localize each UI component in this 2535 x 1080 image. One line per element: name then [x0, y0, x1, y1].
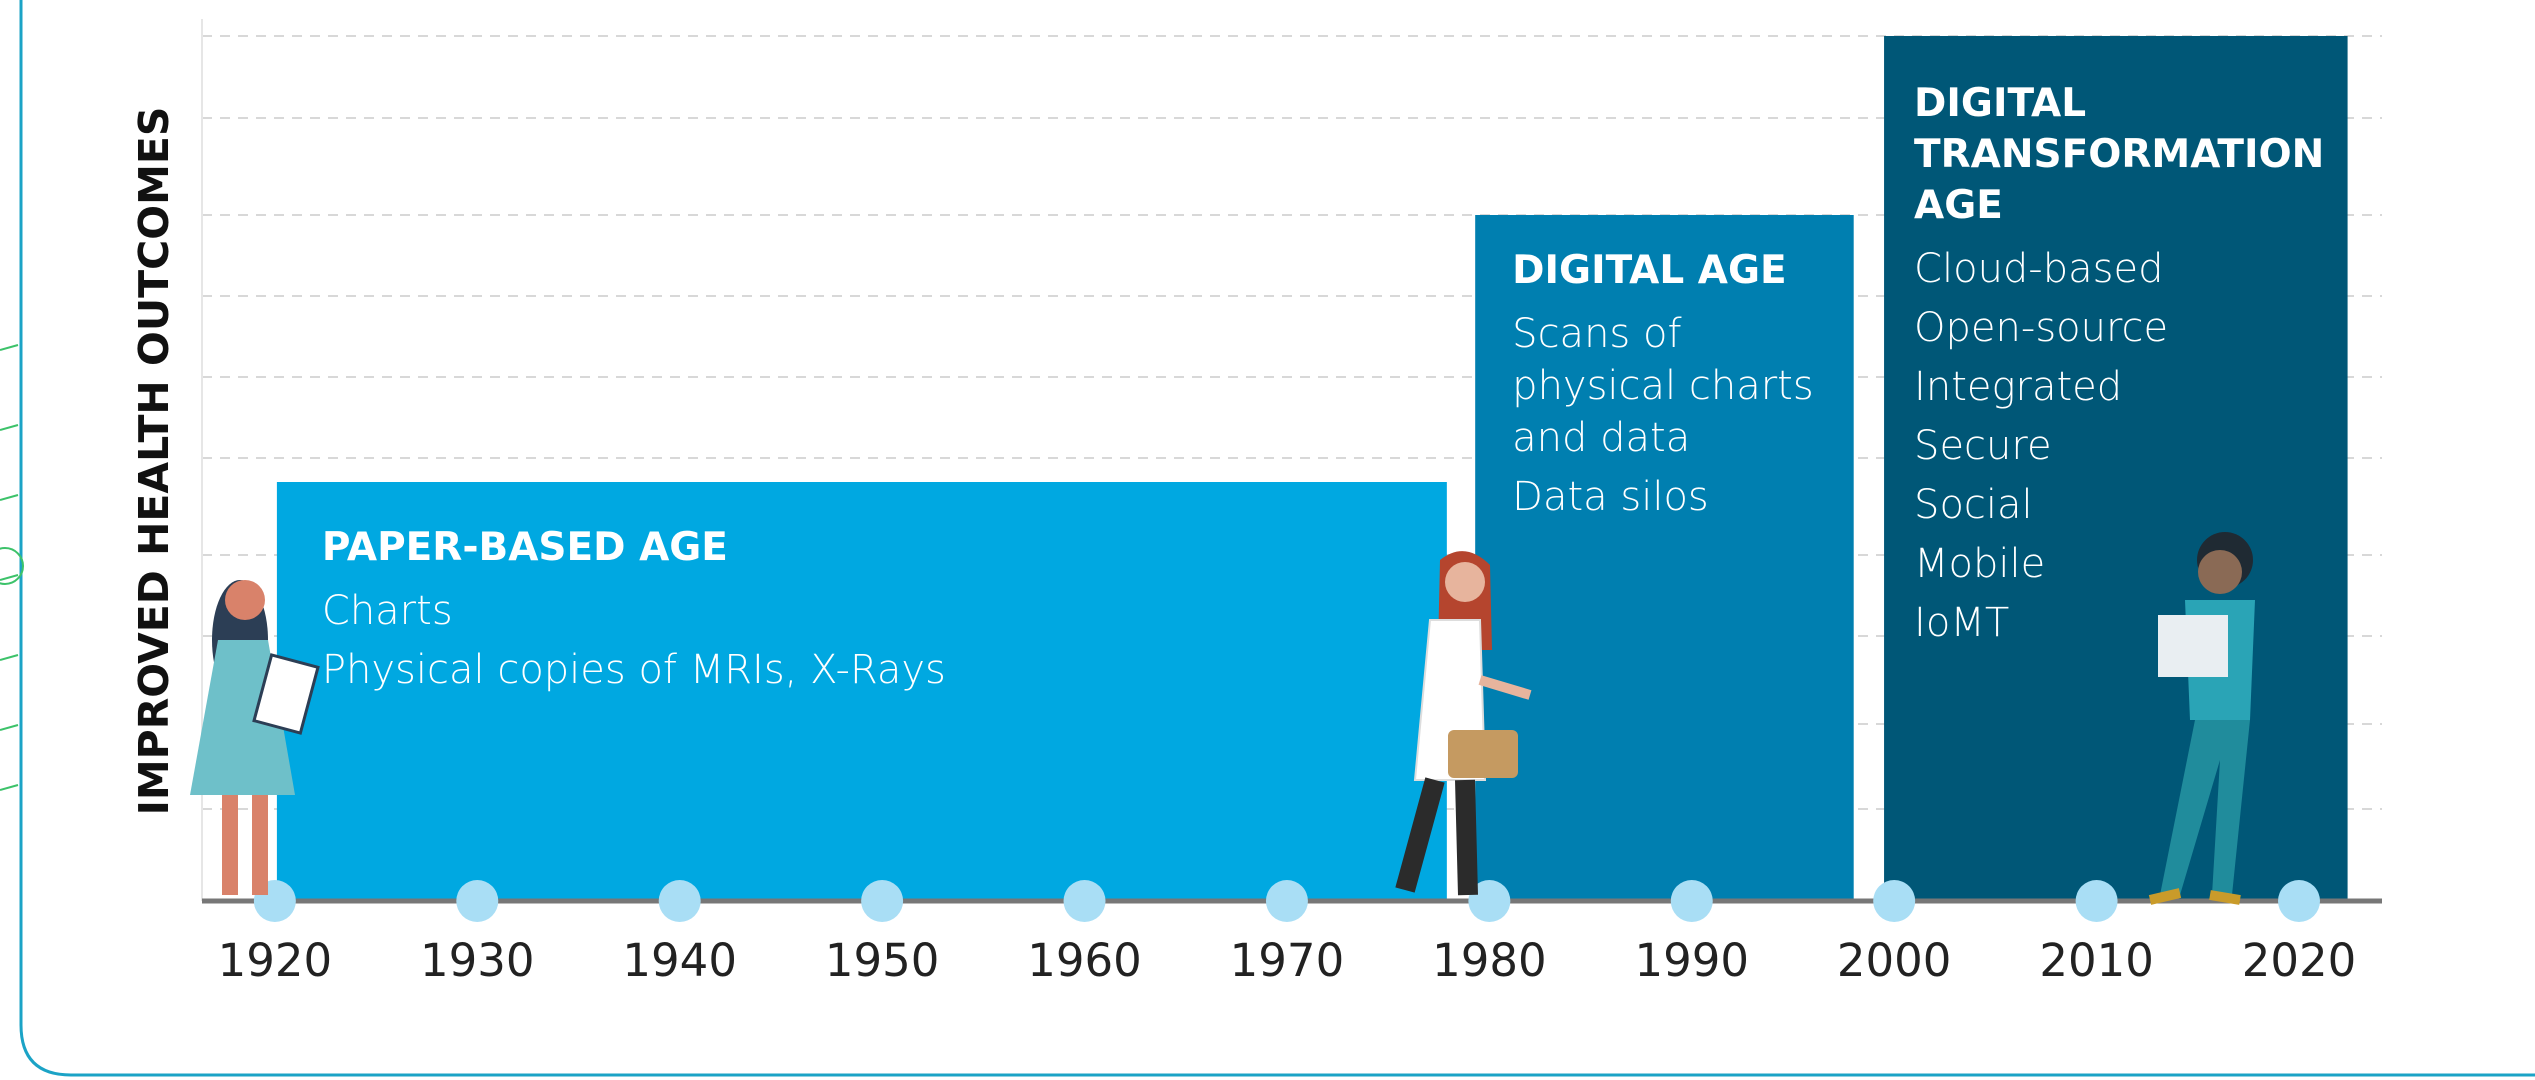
- x-tick-label: 1980: [1432, 934, 1547, 987]
- tick-dot: [1266, 880, 1308, 922]
- era-title: PAPER-BASED AGE: [322, 522, 1222, 573]
- era-item: Mobile: [1914, 538, 2328, 590]
- era-item: IoMT: [1914, 597, 2328, 649]
- era-title: DIGITAL AGE: [1512, 245, 1834, 296]
- tick-dot: [2076, 880, 2118, 922]
- era-item: Integrated: [1914, 361, 2328, 413]
- era-item: Scans of physical charts and data: [1512, 308, 1834, 464]
- tick-dot: [659, 880, 701, 922]
- era-text: DIGITAL TRANSFORMATION AGE Cloud-based Ope…: [1914, 78, 2328, 656]
- y-axis-label: IMPROVED HEALTH OUTCOMES: [130, 107, 178, 816]
- era-item: Social: [1914, 479, 2328, 531]
- x-tick-label: 1970: [1230, 934, 1345, 987]
- x-tick-label: 2000: [1837, 934, 1952, 987]
- x-tick-label: 1930: [420, 934, 535, 987]
- x-tick-label: 1950: [825, 934, 940, 987]
- x-tick-label: 2020: [2242, 934, 2357, 987]
- era-title: DIGITAL TRANSFORMATION AGE: [1914, 78, 2328, 231]
- x-tick-label: 1940: [622, 934, 737, 987]
- era-item: Cloud-based: [1914, 243, 2328, 295]
- tick-dot: [2278, 880, 2320, 922]
- tick-dot: [1671, 880, 1713, 922]
- x-tick-label: 1960: [1027, 934, 1142, 987]
- era-item: Physical copies of MRIs, X-Rays: [322, 644, 1222, 696]
- x-tick-label: 1990: [1635, 934, 1750, 987]
- tick-dot: [456, 880, 498, 922]
- era-item: Charts: [322, 585, 1222, 637]
- page: IMPROVED HEALTH OUTCOMES 1920 1930 1940 195…: [0, 0, 2535, 1080]
- era-text: DIGITAL AGE Scans of physical charts and …: [1512, 245, 1834, 530]
- era-item: Secure: [1914, 420, 2328, 472]
- x-tick-label: 2010: [2039, 934, 2154, 987]
- tick-dot: [1873, 880, 1915, 922]
- tick-dot: [1064, 880, 1106, 922]
- tick-dot: [861, 880, 903, 922]
- era-item: Data silos: [1512, 471, 1834, 523]
- x-tick-label: 1920: [218, 934, 333, 987]
- era-item: Open-source: [1914, 302, 2328, 354]
- era-text: PAPER-BASED AGE Charts Physical copies of …: [322, 522, 1222, 703]
